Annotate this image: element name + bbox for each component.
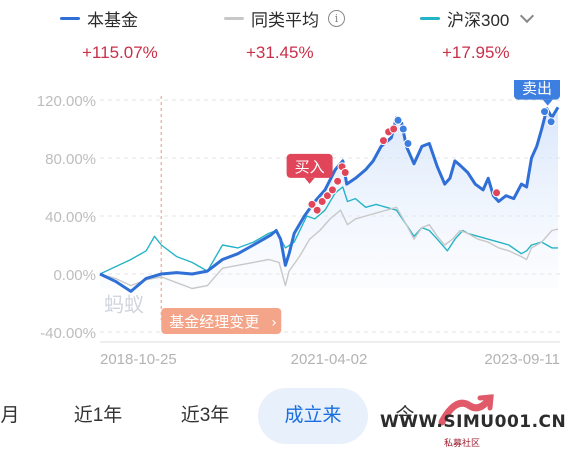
sell-point[interactable] — [393, 115, 403, 125]
manager-change-label: 基金经理变更 — [169, 313, 259, 331]
watermark-subtitle: 私募社区 — [444, 438, 481, 448]
fund-return: +115.07% — [82, 43, 158, 62]
x-tick-label: 2021-04-02 — [291, 351, 368, 368]
manager-change-tag[interactable] — [161, 308, 282, 334]
sell-point[interactable] — [546, 117, 556, 127]
chevron-down-icon[interactable] — [520, 8, 535, 24]
buy-point[interactable] — [333, 176, 343, 186]
sell-marker-pointer — [542, 99, 553, 106]
category-swatch — [224, 17, 244, 20]
sell-point[interactable] — [540, 107, 550, 117]
site-watermark: WWW.SIMU001.CN 私募社区 — [374, 394, 574, 450]
index-swatch — [420, 17, 440, 20]
time-range-tabs: 月 近1年 近3年 成立来 今 — [0, 388, 580, 448]
watermark-logo — [438, 394, 494, 426]
sell-marker-label: 卖出 — [522, 80, 552, 98]
ant-watermark: 蚂蚁 — [104, 293, 144, 317]
buy-point[interactable] — [322, 191, 332, 201]
buy-point[interactable] — [492, 188, 502, 198]
tab-3-years[interactable]: 近3年 — [180, 405, 230, 426]
sell-marker[interactable] — [514, 80, 560, 100]
legend-category-name: 同类平均 — [251, 11, 319, 30]
chart-legend: 本基金 +115.07% 同类平均 i +31.45% 沪深300 +17.95% — [0, 6, 580, 66]
tab-1-year[interactable]: 近1年 — [73, 405, 123, 426]
legend-index-name: 沪深300 — [447, 11, 510, 30]
buy-point[interactable] — [340, 168, 350, 177]
buy-point[interactable] — [317, 197, 327, 206]
buy-point[interactable] — [378, 136, 388, 146]
y-tick-label: 120.00% — [37, 93, 96, 110]
buy-point[interactable] — [327, 185, 337, 195]
buy-point[interactable] — [307, 199, 317, 209]
index-return: +17.95% — [442, 43, 510, 62]
legend-item-csi300[interactable]: 沪深300 +17.95% — [420, 6, 535, 63]
buy-point[interactable] — [389, 124, 399, 134]
performance-chart[interactable]: 120.00% 80.00% 40.00% 0.00% -40.00%2018-10-2… — [0, 80, 580, 380]
buy-marker-label: 买入 — [295, 158, 325, 176]
buy-marker[interactable] — [286, 153, 333, 178]
series-line-csi300[interactable] — [99, 186, 558, 275]
info-icon[interactable]: i — [328, 10, 345, 27]
tab-since-inception[interactable]: 成立来 — [258, 388, 368, 444]
watermark-url: WWW.SIMU001.CN — [380, 412, 567, 432]
y-tick-label: 80.00% — [45, 151, 96, 168]
y-tick-label: 0.00% — [53, 267, 96, 284]
tab-month[interactable]: 月 — [0, 405, 20, 426]
x-tick-label: 2023-09-11 — [484, 351, 560, 368]
sell-point[interactable] — [398, 124, 408, 134]
buy-point[interactable] — [312, 205, 322, 215]
chevron-right-icon: › — [271, 315, 277, 331]
legend-fund-name: 本基金 — [87, 11, 138, 30]
fund-swatch — [60, 17, 80, 20]
tab-ytd[interactable]: 今 — [395, 405, 415, 426]
category-return: +31.45% — [246, 43, 314, 62]
legend-item-category-average[interactable]: 同类平均 i +31.45% — [224, 6, 345, 63]
sell-point[interactable] — [403, 139, 413, 148]
x-tick-label: 2018-10-25 — [100, 351, 177, 368]
legend-item-fund[interactable]: 本基金 +115.07% — [60, 6, 158, 63]
buy-marker-pointer — [304, 177, 315, 184]
y-tick-label: -40.00% — [40, 325, 96, 342]
y-tick-label: 40.00% — [45, 209, 96, 226]
series-line-category-average[interactable] — [99, 206, 559, 290]
